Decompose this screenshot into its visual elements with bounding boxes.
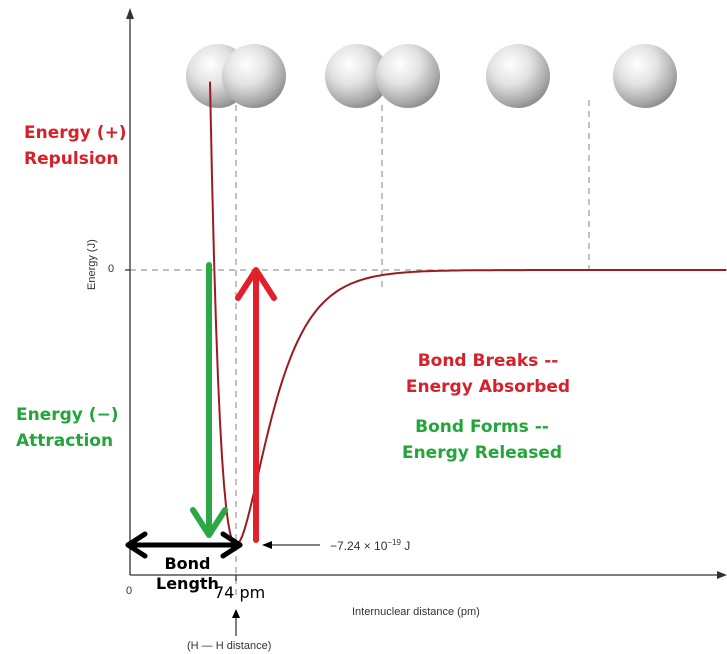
bond-length-value: 74 pm bbox=[214, 583, 266, 602]
bond-forms-annotation: Bond Forms -- Energy Released bbox=[392, 414, 572, 466]
attraction-label: Energy (−) Attraction bbox=[16, 402, 119, 454]
energy-curve bbox=[209, 81, 726, 547]
x-axis-label: Internuclear distance (pm) bbox=[352, 606, 480, 618]
x-tick-label-zero: 0 bbox=[126, 585, 133, 597]
atom-pair-stretched bbox=[325, 44, 440, 108]
x-label-pointer bbox=[232, 609, 240, 636]
repulsion-label: Energy (+) Repulsion bbox=[24, 120, 127, 172]
attraction-line1: Energy (−) bbox=[16, 405, 119, 425]
bond-forms-line2: Energy Released bbox=[401, 443, 563, 463]
bond-length-line1: Bond bbox=[164, 554, 211, 573]
minimum-energy-pointer bbox=[262, 541, 320, 549]
y-axis-arrowhead bbox=[126, 8, 134, 19]
y-tick-label-zero: 0 bbox=[108, 263, 115, 275]
minimum-energy-unit: J bbox=[400, 539, 411, 553]
h-h-distance-label: (H — H distance) bbox=[187, 640, 272, 652]
bond-breaks-annotation: Bond Breaks -- Energy Absorbed bbox=[398, 348, 578, 400]
energy-absorbed-arrow bbox=[235, 267, 277, 543]
bond-length-line2: Length bbox=[156, 574, 219, 593]
attraction-line2: Attraction bbox=[16, 431, 114, 451]
bond-length-double-arrow bbox=[125, 531, 243, 559]
minimum-energy-exponent: −19 bbox=[387, 538, 401, 547]
x-axis-arrowhead bbox=[717, 571, 727, 579]
repulsion-line2: Repulsion bbox=[24, 149, 119, 169]
atom-pair-bonded bbox=[186, 44, 286, 108]
y-axis-label: Energy (J) bbox=[86, 239, 98, 290]
bond-length-label: Bond Length bbox=[156, 554, 219, 594]
minimum-energy-label: −7.24 × 10−19 J bbox=[330, 538, 410, 553]
atom-pair-separated bbox=[486, 44, 677, 108]
bond-breaks-line2: Energy Absorbed bbox=[405, 377, 571, 397]
bond-breaks-line1: Bond Breaks -- bbox=[417, 351, 559, 371]
repulsion-line1: Energy (+) bbox=[24, 123, 127, 143]
energy-released-arrow bbox=[190, 262, 228, 538]
minimum-energy-base: −7.24 × 10 bbox=[330, 539, 388, 553]
bond-forms-line1: Bond Forms -- bbox=[415, 417, 549, 437]
